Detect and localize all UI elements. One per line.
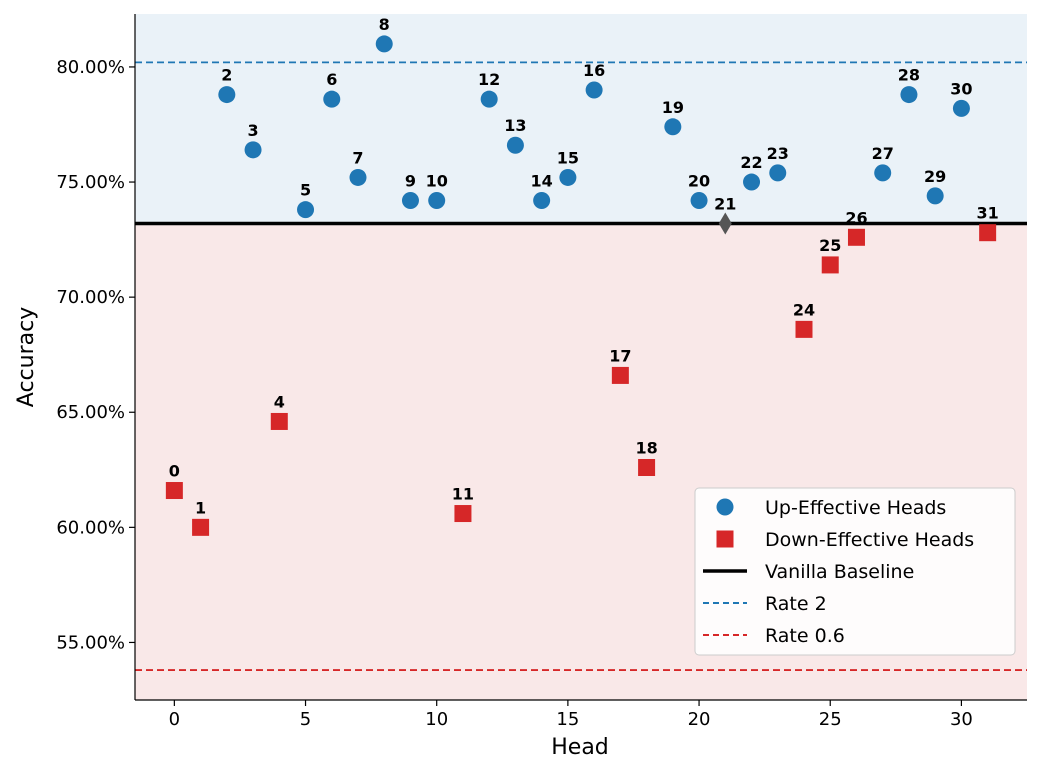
legend-label-1: Up-Effective Heads xyxy=(765,497,946,519)
down-effective-heads-point-1 xyxy=(192,518,210,536)
x-tick-label: 10 xyxy=(425,709,448,730)
point-label-16: 16 xyxy=(583,61,605,80)
point-label-30: 30 xyxy=(950,79,972,98)
point-label-10: 10 xyxy=(426,171,448,190)
point-label-13: 13 xyxy=(504,116,526,135)
point-label-11: 11 xyxy=(452,485,474,504)
up-effective-heads-point-13 xyxy=(506,136,524,154)
plot-area: 0 5 10 15 20 25 3055.00%60.00%65.00%70.00%75.0… xyxy=(56,14,1027,730)
point-label-29: 29 xyxy=(924,167,946,186)
y-tick-label: 60.00% xyxy=(56,517,125,538)
legend-label-2: Down-Effective Heads xyxy=(765,529,974,551)
x-tick-label: 20 xyxy=(688,709,711,730)
region-above-baseline xyxy=(135,14,1027,224)
point-label-12: 12 xyxy=(478,70,500,89)
up-effective-heads-point-14 xyxy=(533,191,551,209)
up-effective-heads-point-16 xyxy=(585,81,603,99)
x-tick-label: 25 xyxy=(819,709,842,730)
point-label-8: 8 xyxy=(379,15,390,34)
legend-box xyxy=(694,487,1016,656)
y-axis-label: Accuracy xyxy=(14,307,39,407)
up-effective-heads-point-10 xyxy=(428,191,446,209)
point-label-26: 26 xyxy=(845,208,867,227)
down-effective-heads-point-0 xyxy=(165,482,183,500)
y-tick-label: 75.00% xyxy=(56,172,125,193)
point-label-3: 3 xyxy=(247,121,258,140)
x-tick-label: 5 xyxy=(300,709,311,730)
point-label-22: 22 xyxy=(740,153,762,172)
point-label-25: 25 xyxy=(819,236,841,255)
up-effective-heads-point-20 xyxy=(690,191,708,209)
legend-label-4: Rate 2 xyxy=(765,593,827,615)
point-label-1: 1 xyxy=(195,498,206,517)
x-tick-label: 30 xyxy=(950,709,973,730)
up-effective-heads-point-19 xyxy=(664,118,682,136)
down-effective-heads-point-25 xyxy=(821,256,839,274)
legend-label-5: Rate 0.6 xyxy=(765,625,845,647)
down-effective-heads-point-17 xyxy=(611,366,629,384)
point-label-20: 20 xyxy=(688,171,710,190)
up-effective-heads-point-2 xyxy=(218,86,236,104)
point-label-31: 31 xyxy=(977,204,999,223)
neutral-head-point-21 xyxy=(718,212,732,235)
point-label-0: 0 xyxy=(169,462,180,481)
point-label-19: 19 xyxy=(662,98,684,117)
point-label-14: 14 xyxy=(531,171,553,190)
up-effective-heads-point-7 xyxy=(349,168,367,186)
point-label-28: 28 xyxy=(898,66,920,85)
down-effective-heads-point-31 xyxy=(979,224,997,242)
point-label-7: 7 xyxy=(352,148,363,167)
up-effective-heads-point-29 xyxy=(926,187,944,205)
down-effective-heads-point-26 xyxy=(847,228,865,246)
down-effective-heads-point-11 xyxy=(454,505,472,523)
point-label-24: 24 xyxy=(793,300,815,319)
point-label-4: 4 xyxy=(274,392,285,411)
up-effective-heads-point-3 xyxy=(244,141,262,159)
point-label-27: 27 xyxy=(872,144,894,163)
point-label-15: 15 xyxy=(557,148,579,167)
down-effective-heads-point-24 xyxy=(795,320,813,338)
x-tick-label: 15 xyxy=(556,709,579,730)
up-effective-heads-point-5 xyxy=(297,201,315,219)
legend-label-3: Vanilla Baseline xyxy=(765,561,914,583)
down-effective-heads-point-18 xyxy=(638,458,656,476)
point-label-9: 9 xyxy=(405,171,416,190)
point-label-21: 21 xyxy=(714,194,736,213)
point-label-6: 6 xyxy=(326,70,337,89)
y-tick-label: 70.00% xyxy=(56,287,125,308)
point-label-23: 23 xyxy=(767,144,789,163)
up-effective-heads-point-27 xyxy=(874,164,892,182)
up-effective-heads-point-9 xyxy=(401,191,419,209)
up-effective-heads-point-23 xyxy=(769,164,787,182)
up-effective-heads-point-6 xyxy=(323,90,341,108)
up-effective-heads-point-15 xyxy=(559,168,577,186)
up-effective-heads-point-12 xyxy=(480,90,498,108)
up-effective-heads-point-30 xyxy=(952,99,970,117)
legend: Up-Effective Heads Down-Effective Heads Va… xyxy=(694,487,1016,656)
down-effective-heads-point-4 xyxy=(270,412,288,430)
point-label-17: 17 xyxy=(609,346,631,365)
up-effective-heads-point-28 xyxy=(900,86,918,104)
y-tick-label: 65.00% xyxy=(56,402,125,423)
up-effective-heads-point-22 xyxy=(743,173,761,191)
x-tick-label: 0 xyxy=(169,709,180,730)
y-tick-label: 55.00% xyxy=(56,632,125,653)
point-label-5: 5 xyxy=(300,181,311,200)
up-effective-heads-point-8 xyxy=(375,35,393,53)
point-label-2: 2 xyxy=(221,66,232,85)
legend-symbol-2 xyxy=(716,530,734,548)
point-label-18: 18 xyxy=(635,438,657,457)
x-axis-label: Head xyxy=(551,735,609,760)
legend-symbol-1 xyxy=(716,498,734,516)
y-tick-label: 80.00% xyxy=(56,57,125,78)
